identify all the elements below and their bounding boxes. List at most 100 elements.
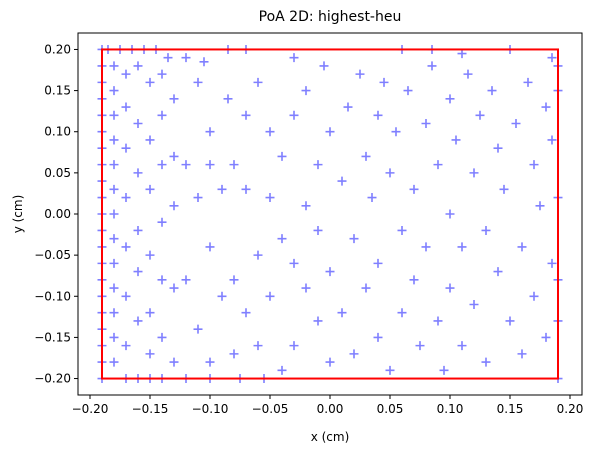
data-point [145,308,155,318]
points-layer [97,44,563,384]
data-point [109,110,119,120]
data-point [145,184,155,194]
data-point [367,193,377,203]
chart-title: PoA 2D: highest-heu [259,9,402,25]
y-tick-label: 0.00 [44,207,71,221]
data-point [481,225,491,235]
y-tick-label: −0.15 [34,330,71,344]
data-point [517,349,527,359]
data-point [469,300,479,309]
data-point [157,110,167,120]
data-point [277,365,287,375]
data-point [361,283,371,293]
data-point [289,258,299,268]
data-point [181,160,191,170]
data-point [157,69,167,79]
data-point [373,258,383,268]
data-point [421,242,431,252]
data-point [349,349,359,359]
data-point [409,184,419,194]
data-point [229,349,239,359]
data-point [145,250,155,260]
data-point [397,308,407,318]
data-point [343,102,353,112]
data-point [193,324,203,334]
data-point [277,234,287,244]
y-tick-label: −0.05 [34,248,71,262]
data-point [289,110,299,120]
data-point [433,160,443,170]
data-point [517,242,527,252]
data-point [133,267,143,277]
data-point [217,184,227,194]
data-point [523,77,533,87]
data-point [157,160,167,170]
data-point [301,283,311,293]
data-point [157,275,167,285]
x-tick-label: −0.15 [132,402,169,416]
data-point [223,94,233,104]
data-point [505,316,515,326]
data-point [265,127,275,137]
data-point [109,184,119,194]
data-point [385,365,395,375]
x-tick-label: −0.10 [192,402,229,416]
data-point [409,275,419,285]
data-point [385,168,395,178]
x-tick-label: 0.15 [497,402,524,416]
y-tick-label: 0.20 [44,42,71,56]
data-point [319,61,329,71]
data-point [253,250,263,260]
data-point [157,217,167,227]
data-point [265,291,275,301]
x-axis: −0.20 −0.15 −0.10 −0.05 0.00 0.05 0.10 0.15 0.20 [72,395,584,416]
data-point [469,168,479,178]
x-tick-label: −0.20 [72,402,109,416]
data-point [193,77,203,87]
data-point [427,61,437,71]
boundary-rectangle [101,48,559,380]
data-point [157,332,167,342]
data-point [133,168,143,178]
data-point [547,53,557,63]
data-point [355,69,365,79]
data-point [325,127,335,137]
data-point [169,201,179,211]
data-point [451,135,461,145]
data-point [529,160,539,170]
data-point [121,143,131,153]
x-tick-label: 0.20 [557,402,584,416]
data-point [493,143,503,153]
data-point [253,341,263,351]
data-point [301,201,311,211]
data-point [121,291,131,301]
data-point [205,242,215,252]
data-point [457,49,467,59]
data-point [253,77,263,87]
data-point [535,201,545,211]
data-point [133,61,143,71]
data-point [475,110,485,120]
data-point [109,283,119,293]
data-point [313,160,323,170]
data-point [109,86,119,96]
data-point [193,193,203,203]
data-point [109,61,119,71]
x-axis-label: x (cm) [311,430,350,444]
data-point [433,316,443,326]
data-point [109,160,119,170]
data-point [181,275,191,285]
data-point [511,119,521,128]
data-point [337,308,347,318]
data-point [541,332,551,342]
y-tick-label: 0.10 [44,125,71,139]
data-point [481,357,491,367]
data-point [121,193,131,203]
data-point [205,127,215,137]
data-point [169,94,179,104]
data-point [325,267,335,277]
data-point [181,53,191,63]
data-point [241,110,251,120]
y-tick-label: 0.05 [44,166,71,180]
